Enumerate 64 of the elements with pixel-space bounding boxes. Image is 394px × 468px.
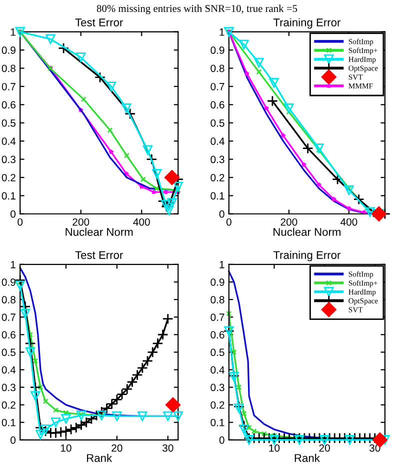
x-axis-title: Rank — [294, 454, 320, 462]
x-tick-label: 400 — [340, 218, 358, 226]
y-tick-label: 0.4 — [2, 138, 16, 145]
y-tick-label: 0.5 — [210, 119, 224, 127]
x-tick-label: 200 — [72, 218, 90, 226]
y-tick-label: 0.7 — [210, 314, 224, 321]
chart-title: Training Error — [273, 18, 340, 29]
y-tick-label: 0.1 — [210, 418, 224, 426]
y-tick-label: 0.4 — [210, 366, 224, 374]
y-tick-label: 0.1 — [2, 192, 16, 200]
y-tick-label: 0.5 — [2, 348, 16, 356]
y-tick-label: 0.8 — [2, 64, 16, 72]
y-tick-label: 0.5 — [2, 119, 16, 127]
y-tick-label: 0 — [10, 436, 16, 444]
y-tick-label: 0.6 — [2, 101, 16, 109]
y-tick-label: 0.9 — [210, 46, 224, 54]
y-tick-label: 0.3 — [210, 156, 224, 164]
y-tick-label: 1 — [10, 261, 16, 268]
y-tick-label: 0.6 — [210, 331, 224, 338]
y-tick-label: 0.9 — [2, 278, 16, 286]
x-axis-title: Nuclear Norm — [274, 228, 340, 236]
y-tick-label: 0.1 — [2, 418, 16, 426]
y-tick-label: 0.5 — [210, 348, 224, 356]
chart-title: Test Error — [75, 251, 123, 259]
y-tick-label: 0.9 — [2, 46, 16, 54]
x-axis-title: Rank — [87, 454, 112, 462]
x-tick-label: 10 — [269, 444, 280, 452]
x-tick-label: 400 — [133, 218, 150, 226]
y-tick-label: 1 — [220, 261, 224, 268]
y-tick-label: 0.7 — [210, 82, 224, 90]
x-tick-label: 20 — [112, 444, 122, 452]
y-tick-label: 0.1 — [210, 192, 224, 200]
y-tick-label: 0.2 — [2, 401, 16, 409]
x-tick-label: 30 — [162, 444, 174, 452]
y-tick-label: 0 — [219, 210, 224, 218]
y-tick-label: 0.8 — [210, 64, 224, 72]
x-tick-label: 20 — [319, 444, 330, 452]
y-tick-label: 0.3 — [2, 384, 16, 392]
y-tick-label: 0.7 — [2, 82, 16, 90]
y-tick-label: 0.2 — [2, 174, 16, 182]
y-tick-label: 0.9 — [210, 278, 224, 286]
x-tick-label: 10 — [60, 444, 72, 452]
y-tick-label: 0 — [219, 436, 224, 444]
text: 80% missing entries with SNR=10, true rank =5 — [96, 4, 298, 14]
y-tick-label: 0 — [10, 210, 16, 218]
y-tick-label: 1 — [220, 28, 224, 36]
y-tick-label: 0.2 — [210, 174, 224, 182]
y-tick-label: 0.6 — [210, 101, 224, 109]
x-axis-title: Nuclear Norm — [66, 228, 133, 236]
y-tick-label: 0.4 — [2, 366, 16, 374]
y-tick-label: 0.4 — [210, 138, 224, 145]
y-tick-label: 0.3 — [210, 384, 224, 392]
y-tick-label: 0.2 — [210, 401, 224, 409]
y-tick-label: 0.7 — [2, 314, 16, 321]
chart-title: Training Error — [273, 250, 340, 262]
y-tick-label: 0.8 — [210, 296, 224, 304]
y-tick-label: 0.6 — [2, 331, 16, 338]
y-tick-label: 1 — [10, 28, 16, 36]
x-tick-label: 0 — [18, 218, 23, 226]
x-tick-label: 200 — [280, 218, 298, 226]
chart-title: Test Error — [75, 18, 123, 26]
y-tick-label: 0.3 — [2, 156, 16, 164]
x-tick-label: 0 — [226, 218, 232, 226]
y-tick-label: 0.8 — [2, 296, 16, 304]
